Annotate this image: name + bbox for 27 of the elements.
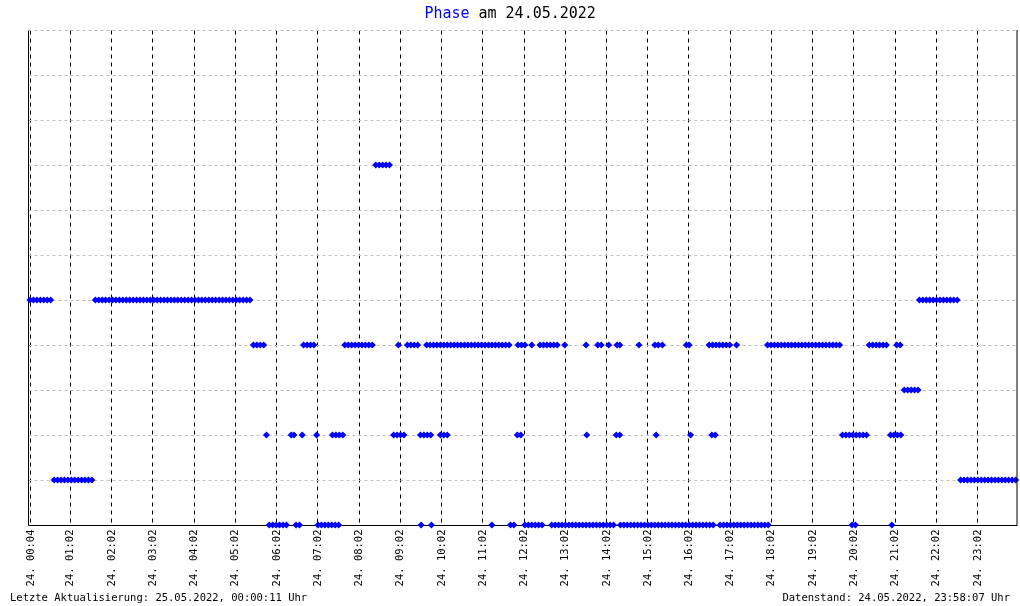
x-tick-label: 24. 03:02 [145,529,158,587]
x-tick-label: 24. 08:02 [352,529,365,587]
x-tick-label: 24. 10:02 [434,529,447,587]
x-tick-label: 24. 18:02 [764,529,777,587]
x-tick-label: 24. 04:02 [187,529,200,587]
x-tick-label: 24. 09:02 [393,529,406,587]
x-tick-label: 24. 06:02 [269,529,282,587]
x-tick-label: 24. 01:02 [63,529,76,587]
x-tick-label: 24. 00:04 [23,529,36,587]
text: Datenstand: 24.05.2022, 23:58:07 Uhr [782,591,1010,603]
x-tick-label: 24. 12:02 [517,529,530,587]
chart-title: Phase am 24.05.2022 [424,4,596,22]
x-tick-label: 24. 14:02 [599,529,612,587]
x-tick-label: 24. 15:02 [640,529,653,587]
x-tick-label: 24. 17:02 [723,529,736,587]
x-tick-label: 24. 19:02 [805,529,818,587]
x-tick-label: 24. 20:02 [846,529,859,587]
x-tick-label: 24. 16:02 [681,529,694,587]
x-tick-label: 24. 22:02 [929,529,942,587]
x-tick-label: 24. 05:02 [228,529,241,587]
x-tick-label: 24. 23:02 [970,529,983,587]
text: Letzte Aktualisierung: 25.05.2022, 00:00:11 Uhr [10,591,308,603]
x-tick-label: 24. 11:02 [475,529,488,587]
x-tick-label: 24. 13:02 [558,529,571,587]
x-tick-label: 24. 07:02 [310,529,323,587]
x-tick-label: 24. 02:02 [104,529,117,587]
x-tick-label: 24. 21:02 [888,529,901,587]
